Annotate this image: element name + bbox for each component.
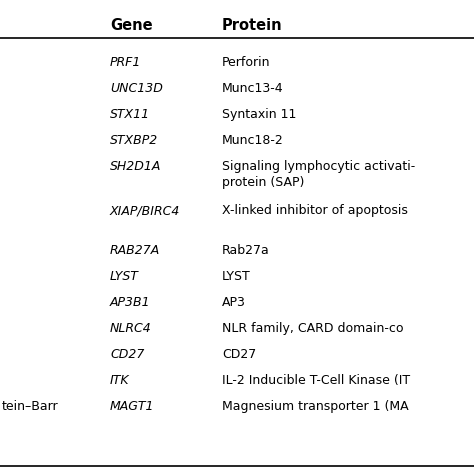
Text: tein–Barr: tein–Barr — [2, 400, 59, 413]
Text: MAGT1: MAGT1 — [110, 400, 155, 413]
Text: XIAP/BIRC4: XIAP/BIRC4 — [110, 204, 181, 217]
Text: UNC13D: UNC13D — [110, 82, 163, 95]
Text: AP3: AP3 — [222, 296, 246, 309]
Text: STX11: STX11 — [110, 108, 150, 121]
Text: SH2D1A: SH2D1A — [110, 160, 161, 173]
Text: Perforin: Perforin — [222, 56, 271, 69]
Text: STXBP2: STXBP2 — [110, 134, 158, 147]
Text: PRF1: PRF1 — [110, 56, 141, 69]
Text: Protein: Protein — [222, 18, 283, 33]
Text: ITK: ITK — [110, 374, 129, 387]
Text: CD27: CD27 — [222, 348, 256, 361]
Text: Munc13-4: Munc13-4 — [222, 82, 283, 95]
Text: protein (SAP): protein (SAP) — [222, 176, 304, 189]
Text: NLRC4: NLRC4 — [110, 322, 152, 335]
Text: Munc18-2: Munc18-2 — [222, 134, 284, 147]
Text: Rab27a: Rab27a — [222, 244, 270, 257]
Text: LYST: LYST — [222, 270, 251, 283]
Text: Magnesium transporter 1 (MA: Magnesium transporter 1 (MA — [222, 400, 409, 413]
Text: IL-2 Inducible T-Cell Kinase (IT: IL-2 Inducible T-Cell Kinase (IT — [222, 374, 410, 387]
Text: Gene: Gene — [110, 18, 153, 33]
Text: X-linked inhibitor of apoptosis: X-linked inhibitor of apoptosis — [222, 204, 408, 217]
Text: NLR family, CARD domain-co: NLR family, CARD domain-co — [222, 322, 403, 335]
Text: Syntaxin 11: Syntaxin 11 — [222, 108, 296, 121]
Text: AP3B1: AP3B1 — [110, 296, 151, 309]
Text: CD27: CD27 — [110, 348, 145, 361]
Text: LYST: LYST — [110, 270, 139, 283]
Text: RAB27A: RAB27A — [110, 244, 160, 257]
Text: Signaling lymphocytic activati-: Signaling lymphocytic activati- — [222, 160, 415, 173]
